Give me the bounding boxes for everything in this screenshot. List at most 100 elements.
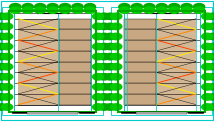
- Circle shape: [98, 23, 110, 30]
- Bar: [59, 29, 91, 40]
- Circle shape: [202, 13, 213, 20]
- Bar: [9, 11, 96, 112]
- Circle shape: [0, 23, 7, 30]
- Circle shape: [10, 4, 21, 10]
- Circle shape: [0, 104, 7, 110]
- Circle shape: [208, 74, 214, 80]
- Circle shape: [1, 13, 13, 20]
- Circle shape: [169, 7, 180, 13]
- Bar: [111, 7, 212, 115]
- Circle shape: [105, 43, 116, 50]
- Circle shape: [84, 7, 96, 13]
- Bar: [118, 11, 205, 112]
- Circle shape: [92, 43, 104, 50]
- Circle shape: [111, 23, 122, 30]
- Circle shape: [208, 23, 214, 30]
- Circle shape: [84, 4, 96, 10]
- Circle shape: [1, 94, 13, 100]
- Circle shape: [105, 74, 116, 80]
- Bar: [118, 11, 205, 112]
- Circle shape: [1, 74, 13, 80]
- Circle shape: [35, 4, 46, 10]
- Circle shape: [105, 64, 116, 70]
- Circle shape: [98, 13, 110, 20]
- Bar: [59, 62, 91, 72]
- Bar: [18, 19, 58, 105]
- Circle shape: [1, 84, 13, 90]
- Circle shape: [105, 13, 116, 20]
- Circle shape: [111, 13, 122, 20]
- Circle shape: [0, 64, 7, 70]
- Circle shape: [92, 104, 104, 110]
- Circle shape: [111, 74, 122, 80]
- Circle shape: [144, 4, 155, 10]
- Circle shape: [92, 53, 104, 60]
- Circle shape: [202, 94, 213, 100]
- Circle shape: [1, 64, 13, 70]
- Circle shape: [202, 84, 213, 90]
- Circle shape: [105, 33, 116, 40]
- Bar: [9, 11, 96, 112]
- Circle shape: [1, 33, 13, 40]
- Bar: [59, 72, 91, 83]
- Circle shape: [208, 94, 214, 100]
- Circle shape: [111, 33, 122, 40]
- Circle shape: [0, 84, 7, 90]
- Bar: [123, 51, 156, 62]
- Circle shape: [92, 94, 104, 100]
- Bar: [14, 13, 91, 111]
- Bar: [59, 51, 91, 62]
- Circle shape: [181, 4, 192, 10]
- Circle shape: [208, 104, 214, 110]
- Circle shape: [208, 64, 214, 70]
- Circle shape: [98, 53, 110, 60]
- Circle shape: [98, 74, 110, 80]
- Circle shape: [156, 4, 167, 10]
- Circle shape: [105, 94, 116, 100]
- Circle shape: [111, 53, 122, 60]
- Circle shape: [98, 84, 110, 90]
- Circle shape: [47, 4, 58, 10]
- Circle shape: [119, 4, 130, 10]
- Bar: [123, 62, 156, 72]
- Bar: [123, 29, 156, 40]
- Circle shape: [35, 7, 46, 13]
- Circle shape: [202, 43, 213, 50]
- Bar: [136, 112, 187, 114]
- Circle shape: [98, 64, 110, 70]
- Circle shape: [105, 53, 116, 60]
- Circle shape: [92, 64, 104, 70]
- Circle shape: [98, 94, 110, 100]
- Circle shape: [181, 7, 192, 13]
- Circle shape: [92, 84, 104, 90]
- Circle shape: [111, 94, 122, 100]
- Bar: [123, 13, 200, 111]
- Circle shape: [111, 84, 122, 90]
- Circle shape: [111, 43, 122, 50]
- Circle shape: [131, 4, 143, 10]
- Bar: [59, 19, 91, 29]
- Circle shape: [72, 4, 83, 10]
- Circle shape: [98, 33, 110, 40]
- Circle shape: [92, 33, 104, 40]
- Circle shape: [59, 4, 71, 10]
- Circle shape: [202, 33, 213, 40]
- Circle shape: [111, 104, 122, 110]
- Bar: [123, 19, 156, 29]
- Circle shape: [208, 33, 214, 40]
- Circle shape: [1, 23, 13, 30]
- Circle shape: [98, 104, 110, 110]
- Circle shape: [193, 7, 205, 13]
- Circle shape: [105, 104, 116, 110]
- Circle shape: [92, 13, 104, 20]
- Circle shape: [0, 94, 7, 100]
- Circle shape: [0, 43, 7, 50]
- Circle shape: [47, 7, 58, 13]
- Bar: [59, 94, 91, 105]
- Bar: [123, 94, 156, 105]
- Circle shape: [156, 7, 167, 13]
- Bar: [123, 72, 156, 83]
- Circle shape: [1, 53, 13, 60]
- Circle shape: [119, 7, 130, 13]
- Circle shape: [131, 7, 143, 13]
